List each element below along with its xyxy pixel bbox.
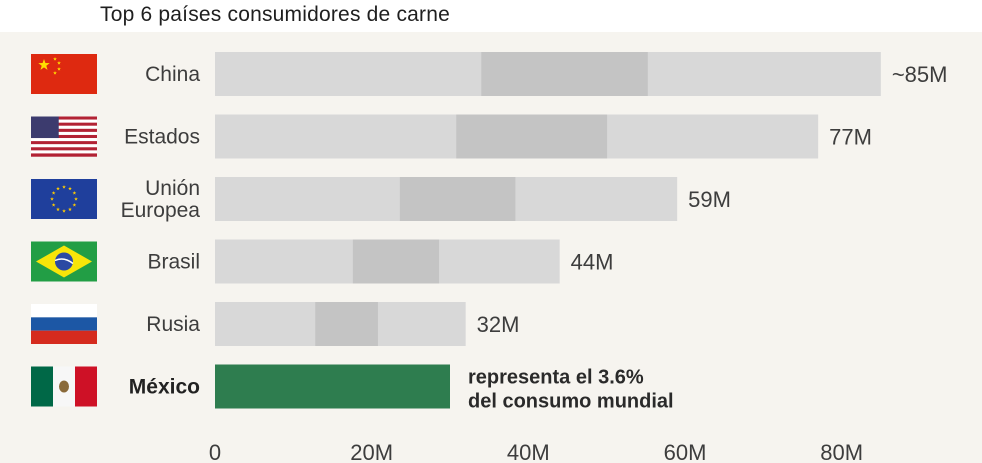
category-label-0: China: [145, 63, 200, 86]
bar-shade-1: [456, 114, 608, 159]
brazil-flag-icon: [31, 241, 97, 282]
china-flag-icon: [31, 54, 97, 94]
title-strip: [0, 0, 982, 32]
mexico-flag-icon: [31, 366, 97, 407]
x-tick-label-2: 40M: [507, 440, 550, 463]
value-label-2: 59M: [688, 187, 731, 212]
bar-shade-4: [315, 302, 378, 346]
bar-highlight: [215, 364, 450, 409]
category-label-1: Estados: [124, 126, 200, 149]
bar-shade-3: [352, 239, 440, 284]
x-tick-label-0: 0: [209, 440, 221, 463]
annotation-line-1: del consumo mundial: [468, 391, 674, 413]
category-label-3: Brasil: [147, 251, 200, 274]
russia-flag-icon: [31, 304, 97, 344]
category-label-5: México: [129, 376, 200, 399]
x-tick-label-3: 60M: [664, 440, 707, 463]
x-tick-label-4: 80M: [820, 440, 863, 463]
chart-title: Top 6 países consumidores de carne: [100, 3, 450, 26]
bar-shade-2: [399, 177, 516, 221]
category-label-2: Europea: [121, 199, 201, 222]
value-label-4: 32M: [477, 312, 520, 337]
category-label-4: Rusia: [146, 313, 200, 336]
value-label-3: 44M: [571, 250, 614, 275]
value-label-1: 77M: [829, 125, 872, 150]
category-label-2: Unión: [145, 177, 200, 200]
x-tick-label-1: 20M: [350, 440, 393, 463]
value-label-0: ~85M: [892, 62, 948, 87]
usa-flag-icon: [31, 116, 97, 157]
eu-flag-icon: [31, 179, 97, 219]
annotation-line-0: representa el 3.6%: [468, 367, 644, 389]
bar-shade-0: [481, 52, 648, 96]
